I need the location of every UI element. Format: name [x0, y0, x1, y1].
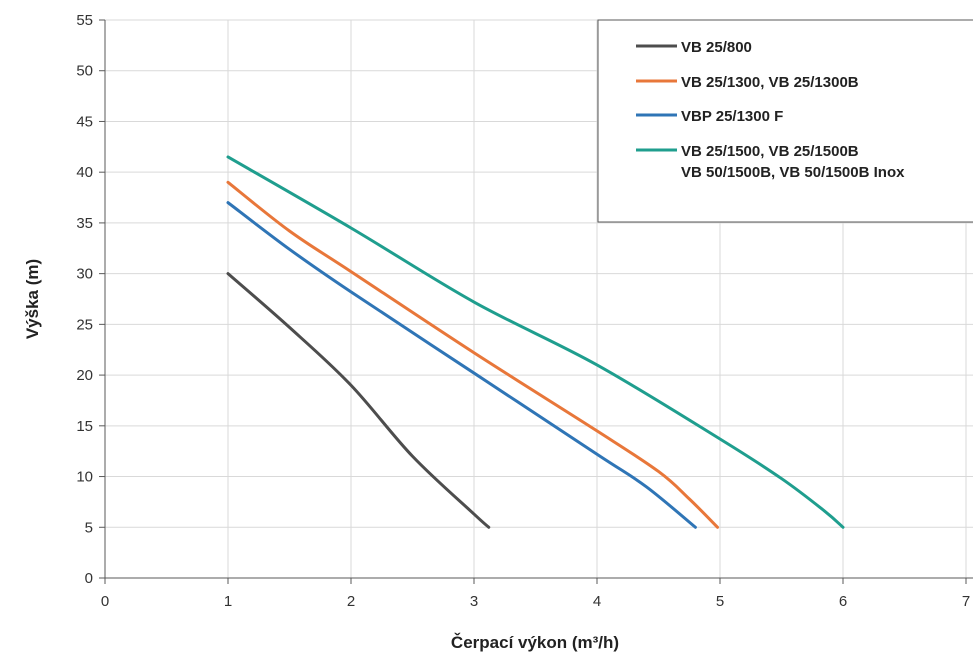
- legend: VB 25/800 VB 25/1300, VB 25/1300B VBP 25…: [597, 19, 973, 223]
- x-tick-label: 1: [224, 593, 232, 610]
- legend-box: [597, 19, 973, 223]
- legend-label-vb25-800: VB 25/800: [681, 39, 752, 56]
- series-vbp25-1300f-line: [226, 201, 697, 529]
- y-tick-label: 15: [76, 418, 93, 435]
- x-tick-label: 4: [593, 593, 601, 610]
- x-tick-label: 3: [470, 593, 478, 610]
- legend-label-vbp25-1300f: VBP 25/1300 F: [681, 108, 783, 125]
- y-tick-label: 45: [76, 113, 93, 130]
- y-tick-label: 20: [76, 367, 93, 384]
- y-tick-label: 55: [76, 12, 93, 29]
- legend-label-vb25-1300: VB 25/1300, VB 25/1300B: [681, 74, 859, 91]
- series-vb25-800-line: [226, 272, 491, 529]
- y-tick-label: 0: [85, 570, 93, 587]
- x-tick-label: 6: [839, 593, 847, 610]
- x-tick-label: 0: [101, 593, 109, 610]
- y-tick-label: 50: [76, 63, 93, 80]
- axes: 0510152025303540455055012345678: [76, 12, 973, 610]
- y-tick-label: 30: [76, 266, 93, 283]
- y-axis-title: Výška (m): [23, 259, 42, 339]
- legend-label-vb25-1500-line2: VB 50/1500B, VB 50/1500B Inox: [681, 164, 905, 181]
- y-tick-label: 5: [85, 519, 93, 536]
- y-tick-label: 40: [76, 164, 93, 181]
- y-tick-label: 35: [76, 215, 93, 232]
- legend-label-vb25-1500: VB 25/1500, VB 25/1500B: [681, 143, 859, 160]
- x-tick-label: 7: [962, 593, 970, 610]
- x-tick-label: 2: [347, 593, 355, 610]
- series-lines: [226, 155, 845, 529]
- x-tick-label: 5: [716, 593, 724, 610]
- x-axis-title: Čerpací výkon (m³/h): [451, 633, 619, 652]
- grid: [105, 19, 973, 578]
- y-tick-label: 10: [76, 469, 93, 486]
- series-vb25-1500-line: [226, 155, 845, 529]
- y-tick-label: 25: [76, 316, 93, 333]
- series-vb25-1300-line: [226, 180, 720, 529]
